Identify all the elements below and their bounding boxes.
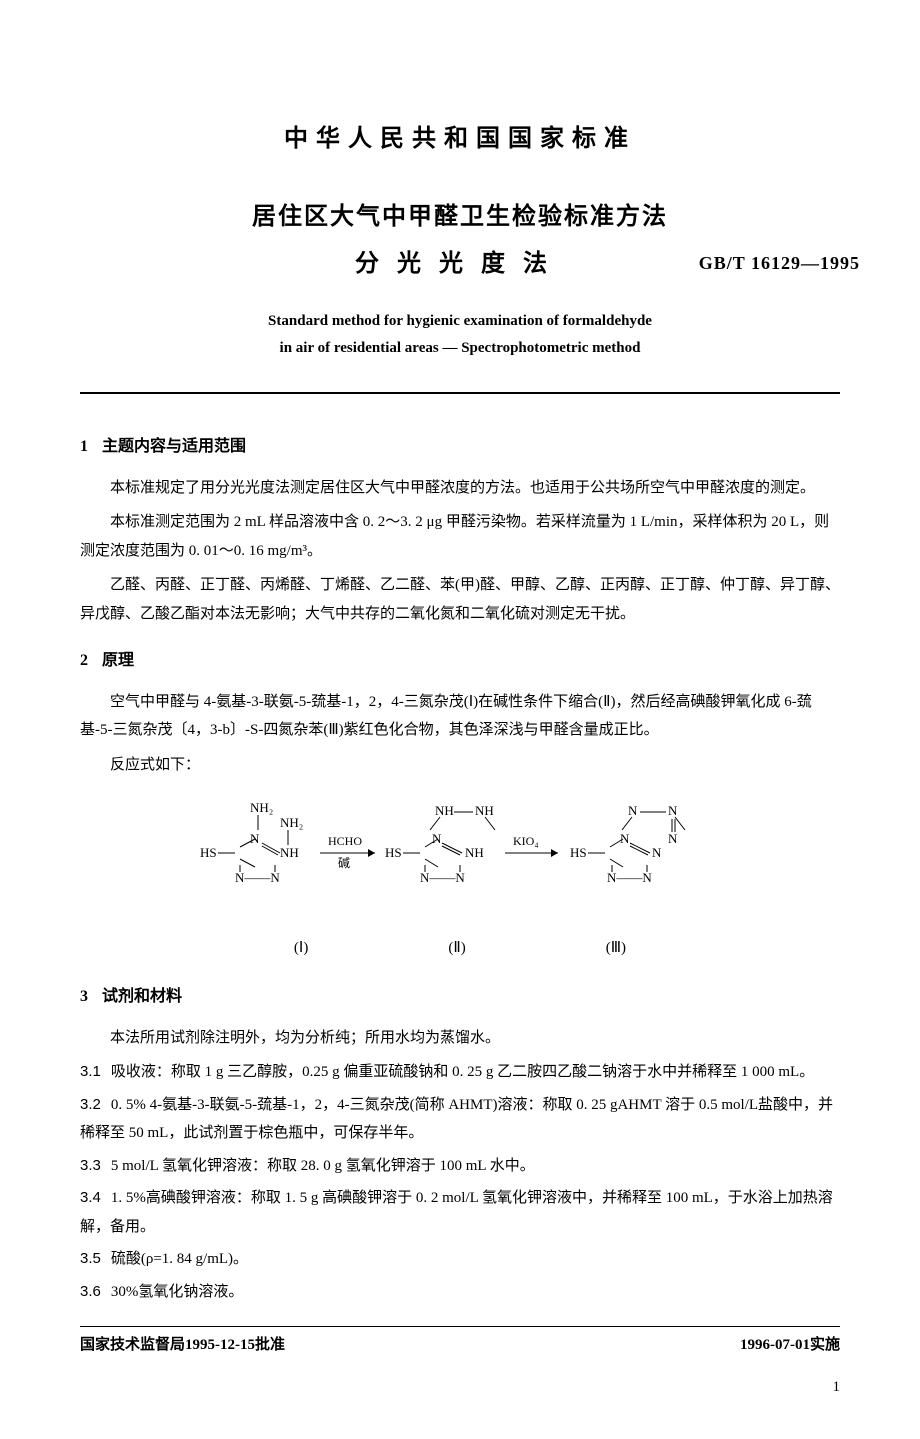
doc-code: GB/T 16129—1995 bbox=[699, 249, 860, 278]
s3-i3-text: 5 mol/L 氢氧化钾溶液：称取 28. 0 g 氢氧化钾溶于 100 mL … bbox=[111, 1158, 535, 1174]
s2-p2: 反应式如下： bbox=[80, 751, 840, 780]
en-title-line2: in air of residential areas — Spectropho… bbox=[280, 340, 641, 356]
section-1-num: 1 bbox=[80, 438, 88, 455]
s3-item-3: 3.3 5 mol/L 氢氧化钾溶液：称取 28. 0 g 氢氧化钾溶于 100 … bbox=[80, 1152, 840, 1181]
svg-text:HS: HS bbox=[200, 845, 217, 860]
s3-i2-num: 3.2 bbox=[80, 1096, 101, 1113]
page-number: 1 bbox=[80, 1375, 840, 1399]
diagram-labels: (Ⅰ) (Ⅱ) (Ⅲ) bbox=[80, 936, 840, 960]
section-2-title: 原理 bbox=[102, 652, 134, 669]
footer-rule bbox=[80, 1326, 840, 1327]
svg-text:HS: HS bbox=[570, 845, 587, 860]
s3-i6-text: 30%氢氧化钠溶液。 bbox=[111, 1284, 244, 1300]
s1-p1: 本标准规定了用分光光度法测定居住区大气中甲醛浓度的方法。也适用于公共场所空气中甲… bbox=[80, 474, 840, 503]
country-title: 中华人民共和国国家标准 bbox=[80, 120, 840, 158]
svg-text:N——N: N——N bbox=[607, 870, 652, 885]
svg-text:N: N bbox=[628, 803, 638, 818]
svg-text:KIO₄: KIO₄ bbox=[513, 834, 539, 848]
diagram-label-1: (Ⅰ) bbox=[294, 936, 308, 960]
section-3-title: 试剂和材料 bbox=[102, 988, 182, 1005]
en-title-line1: Standard method for hygienic examination… bbox=[268, 313, 652, 329]
section-3-heading: 3 试剂和材料 bbox=[80, 984, 840, 1010]
svg-text:NH: NH bbox=[435, 803, 454, 818]
section-2-num: 2 bbox=[80, 652, 88, 669]
svg-text:HCHO: HCHO bbox=[328, 834, 362, 848]
section-2-heading: 2 原理 bbox=[80, 648, 840, 674]
section-1-heading: 1 主题内容与适用范围 bbox=[80, 434, 840, 460]
s3-p1: 本法所用试剂除注明外，均为分析纯；所用水均为蒸馏水。 bbox=[80, 1024, 840, 1053]
reaction-diagram: NH₂ NH₂ HS N NH N——N HCHO 碱 NH NH bbox=[80, 797, 840, 960]
s3-item-5: 3.5 硫酸(ρ=1. 84 g/mL)。 bbox=[80, 1245, 840, 1274]
svg-text:碱: 碱 bbox=[338, 856, 350, 870]
english-title: Standard method for hygienic examination… bbox=[80, 308, 840, 362]
s1-p2: 本标准测定范围为 2 mL 样品溶液中含 0. 2～3. 2 μg 甲醛污染物。… bbox=[80, 508, 840, 565]
section-1-title: 主题内容与适用范围 bbox=[102, 438, 246, 455]
s3-i6-num: 3.6 bbox=[80, 1283, 101, 1300]
section-3-num: 3 bbox=[80, 988, 88, 1005]
svg-text:N: N bbox=[668, 803, 678, 818]
svg-text:N: N bbox=[620, 831, 630, 846]
document-header: 中华人民共和国国家标准 居住区大气中甲醛卫生检验标准方法 分光光度法 GB/T … bbox=[80, 120, 840, 362]
s3-i1-num: 3.1 bbox=[80, 1063, 101, 1080]
svg-text:NH: NH bbox=[465, 845, 484, 860]
s3-i1-text: 吸收液：称取 1 g 三乙醇胺，0.25 g 偏重亚硫酸钠和 0. 25 g 乙… bbox=[111, 1064, 814, 1080]
svg-text:N: N bbox=[668, 831, 678, 846]
s3-item-1: 3.1 吸收液：称取 1 g 三乙醇胺，0.25 g 偏重亚硫酸钠和 0. 25 … bbox=[80, 1058, 840, 1087]
svg-text:N: N bbox=[432, 831, 442, 846]
svg-text:NH₂: NH₂ bbox=[280, 815, 303, 830]
svg-text:NH: NH bbox=[280, 845, 299, 860]
header-rule bbox=[80, 392, 840, 394]
svg-text:N——N: N——N bbox=[420, 870, 465, 885]
diagram-label-2: (Ⅱ) bbox=[448, 936, 465, 960]
footer-effective: 1996-07-01实施 bbox=[740, 1333, 840, 1357]
diagram-label-3: (Ⅲ) bbox=[606, 936, 626, 960]
s3-item-4: 3.41. 5%高碘酸钾溶液：称取 1. 5 g 高碘酸钾溶于 0. 2 mol… bbox=[80, 1184, 840, 1241]
s3-i3-num: 3.3 bbox=[80, 1157, 101, 1174]
s3-i4-text: 1. 5%高碘酸钾溶液：称取 1. 5 g 高碘酸钾溶于 0. 2 mol/L … bbox=[80, 1190, 833, 1235]
svg-text:N: N bbox=[652, 845, 662, 860]
chemistry-diagram-icon: NH₂ NH₂ HS N NH N——N HCHO 碱 NH NH bbox=[180, 797, 740, 917]
s3-i5-text: 硫酸(ρ=1. 84 g/mL)。 bbox=[111, 1251, 248, 1267]
s3-i4-num: 3.4 bbox=[80, 1189, 101, 1206]
svg-text:HS: HS bbox=[385, 845, 402, 860]
svg-text:NH₂: NH₂ bbox=[250, 800, 273, 815]
svg-text:N——N: N——N bbox=[235, 870, 280, 885]
svg-text:N: N bbox=[250, 831, 260, 846]
s1-p3: 乙醛、丙醛、正丁醛、丙烯醛、丁烯醛、乙二醛、苯(甲)醛、甲醇、乙醇、正丙醇、正丁… bbox=[80, 571, 840, 628]
footer-approve: 国家技术监督局1995-12-15批准 bbox=[80, 1333, 285, 1357]
s3-item-2: 3.20. 5% 4-氨基-3-联氨-5-巯基-1，2，4-三氮杂茂(简称 AH… bbox=[80, 1091, 840, 1148]
s3-i5-num: 3.5 bbox=[80, 1250, 101, 1267]
doc-title: 居住区大气中甲醛卫生检验标准方法 bbox=[80, 198, 840, 236]
s2-p1: 空气中甲醛与 4-氨基-3-联氨-5-巯基-1，2，4-三氮杂茂(Ⅰ)在碱性条件… bbox=[80, 688, 840, 745]
footer-row: 国家技术监督局1995-12-15批准 1996-07-01实施 bbox=[80, 1333, 840, 1357]
svg-text:NH: NH bbox=[475, 803, 494, 818]
s3-i2-text: 0. 5% 4-氨基-3-联氨-5-巯基-1，2，4-三氮杂茂(简称 AHMT)… bbox=[80, 1097, 833, 1142]
title-row: 居住区大气中甲醛卫生检验标准方法 分光光度法 GB/T 16129—1995 bbox=[80, 198, 840, 283]
